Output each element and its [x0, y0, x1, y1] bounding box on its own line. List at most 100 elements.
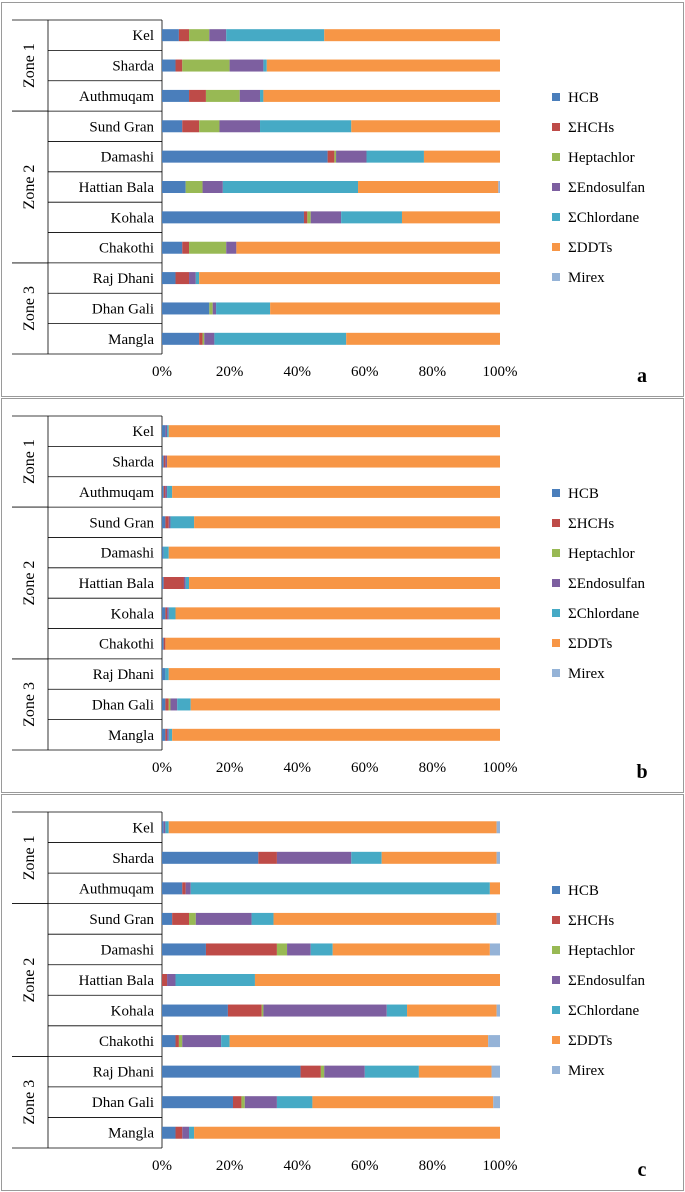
x-tick-label: 40%: [283, 760, 311, 776]
panel-letter: a: [637, 365, 647, 387]
bar-segment: [165, 637, 500, 650]
bar-segment: [261, 1004, 264, 1017]
bar-segment: [489, 943, 500, 956]
legend-label: ΣChlordane: [568, 606, 640, 622]
bar-segment: [199, 120, 220, 133]
bar-segment: [300, 1065, 321, 1078]
legend-swatch: [552, 669, 560, 677]
bar-segment: [190, 882, 490, 895]
bar-segment: [162, 1126, 176, 1139]
x-tick-label: 0%: [152, 1158, 172, 1174]
bar-segment: [216, 302, 271, 315]
bar-segment: [162, 181, 186, 193]
bar-segment: [496, 912, 500, 925]
bar-segment: [498, 181, 500, 193]
bar-segment: [254, 974, 500, 986]
bar-segment: [165, 516, 169, 529]
bar-segment: [175, 1126, 183, 1139]
bar-segment: [172, 912, 190, 925]
bar-segment: [168, 698, 171, 711]
x-tick-label: 80%: [419, 364, 447, 380]
bar-segment: [260, 89, 264, 102]
legend-swatch: [552, 976, 560, 984]
category-label: Kohala: [111, 1004, 155, 1020]
bar-segment: [162, 1065, 301, 1078]
legend-label: Heptachlor: [568, 943, 635, 959]
bar-segment: [221, 1035, 230, 1048]
legend-label: ΣHCHs: [568, 913, 614, 929]
bar-segment: [310, 211, 342, 224]
category-label: Dhan Gali: [92, 697, 154, 713]
bar-segment: [162, 668, 166, 681]
bar-segment: [178, 29, 190, 42]
legend-label: ΣChlordane: [568, 1003, 640, 1019]
zone-label: Zone 3: [21, 286, 38, 331]
legend-swatch: [552, 549, 560, 557]
category-label: Kel: [132, 28, 154, 44]
bar-segment: [189, 577, 501, 589]
bar-segment: [182, 59, 230, 72]
bar-segment: [189, 912, 196, 925]
bar-segment: [336, 150, 367, 163]
legend-label: ΣEndosulfan: [568, 973, 646, 989]
x-tick-label: 0%: [152, 760, 172, 776]
x-tick-label: 40%: [283, 1158, 311, 1174]
bar-segment: [162, 59, 176, 72]
bar-segment: [167, 485, 173, 498]
bar-segment: [232, 1096, 242, 1109]
bar-segment: [229, 1035, 489, 1048]
bar-segment: [182, 1035, 222, 1048]
legend-swatch: [552, 273, 560, 281]
bar-segment: [263, 89, 500, 102]
legend-swatch: [552, 519, 560, 527]
legend-label: ΣEndosulfan: [568, 576, 646, 592]
bar-segment: [202, 181, 223, 193]
bar-segment: [162, 1004, 228, 1017]
legend-label: Heptachlor: [568, 546, 635, 562]
category-label: Kel: [132, 820, 154, 836]
bar-segment: [168, 728, 173, 741]
zone-label: Zone 3: [21, 682, 38, 727]
x-tick-label: 60%: [351, 1158, 379, 1174]
category-label: Kohala: [111, 210, 155, 226]
legend-label: ΣEndosulfan: [568, 180, 646, 196]
bar-segment: [162, 698, 166, 711]
category-label: Raj Dhani: [93, 271, 154, 287]
bar-segment: [185, 181, 203, 193]
bar-segment: [168, 425, 500, 438]
bar-segment: [489, 882, 500, 895]
legend-label: ΣHCHs: [568, 120, 614, 136]
category-label: Raj Dhani: [93, 667, 154, 683]
bar-segment: [493, 1096, 500, 1109]
bar-segment: [263, 59, 267, 72]
bar-segment: [182, 882, 186, 895]
bar-segment: [162, 1035, 176, 1048]
bar-segment: [488, 1035, 500, 1048]
category-label: Kohala: [111, 606, 155, 622]
bar-segment: [263, 1004, 387, 1017]
bar-segment: [162, 425, 166, 438]
category-label: Mangla: [108, 728, 154, 744]
legend-label: ΣDDTs: [568, 636, 613, 652]
bar-segment: [165, 485, 168, 498]
category-label: Authmuqam: [79, 485, 154, 501]
legend-swatch: [552, 123, 560, 131]
bar-segment: [324, 29, 500, 42]
legend-label: HCB: [568, 90, 599, 106]
legend-label: Mirex: [568, 666, 605, 682]
bar-segment: [162, 332, 200, 345]
bar-segment: [202, 332, 205, 345]
bar-segment: [167, 728, 169, 741]
bar-segment: [163, 546, 169, 559]
legend-swatch: [552, 946, 560, 954]
bar-segment: [209, 302, 213, 315]
bar-segment: [162, 120, 183, 133]
bar-segment: [165, 425, 168, 438]
bar-segment: [175, 607, 500, 620]
x-tick-label: 20%: [216, 1158, 244, 1174]
bar-segment: [162, 912, 173, 925]
bar-segment: [332, 943, 490, 956]
legend-swatch: [552, 93, 560, 101]
category-label: Chakothi: [99, 241, 154, 257]
